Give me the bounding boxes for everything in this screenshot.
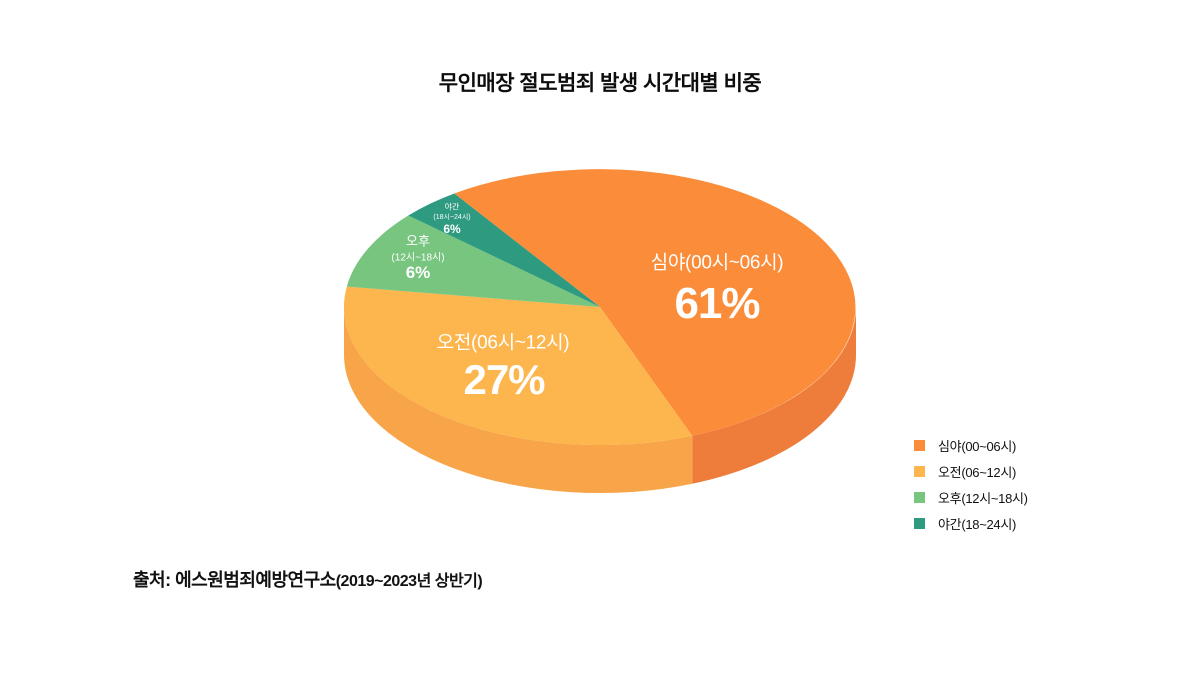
legend-label: 심야(00~06시) xyxy=(938,438,1017,454)
source-main: 출처: 에스원범죄예방연구소 xyxy=(133,570,336,590)
slice-label-morning-name: 오전(06시~12시) xyxy=(436,332,570,354)
slice-label-morning-value: 27% xyxy=(463,356,545,403)
legend-item-late-night: 심야(00~06시) xyxy=(914,432,1028,458)
slice-label-night-value: 6% xyxy=(443,222,461,236)
legend-swatch xyxy=(914,491,925,503)
source-period: (2019~2023년 상반기) xyxy=(335,573,483,590)
slice-label-afternoon-name: 오후 xyxy=(406,233,430,249)
slice-label-afternoon-value: 6% xyxy=(405,263,431,282)
legend-label: 오후(12시~18시) xyxy=(938,490,1028,506)
slice-label-late-night-name: 심야(00시~06시) xyxy=(650,252,784,274)
legend-item-morning: 오전(06~12시) xyxy=(914,458,1028,484)
legend-item-night: 야간(18~24시) xyxy=(914,510,1028,536)
slice-label-night-range: (18시~24시) xyxy=(433,214,471,221)
slice-label-late-night-value: 61% xyxy=(674,279,760,328)
legend-swatch xyxy=(914,517,925,529)
legend-label: 야간(18~24시) xyxy=(938,516,1017,532)
slice-label-afternoon-range: (12시~18시) xyxy=(391,252,445,264)
legend-swatch xyxy=(914,465,925,477)
pie-side-late-night xyxy=(692,307,857,484)
legend-swatch xyxy=(914,439,925,451)
slice-label-night-name: 야간 xyxy=(444,202,460,212)
pie-side-morning xyxy=(343,307,693,494)
legend-item-afternoon: 오후(12시~18시) xyxy=(914,484,1028,510)
pie-slice-late-night xyxy=(454,169,856,436)
pie-slice-night xyxy=(408,193,600,307)
pie-slice-morning xyxy=(343,286,693,446)
chart-legend: 심야(00~06시) 오전(06~12시) 오후(12시~18시) 야간(18~… xyxy=(914,432,1028,536)
source-note: 출처: 에스원범죄예방연구소(2019~2023년 상반기) xyxy=(133,566,483,592)
legend-label: 오전(06~12시) xyxy=(938,464,1017,480)
pie-slice-afternoon xyxy=(346,215,600,307)
chart-title: 무인매장 절도범죄 발생 시간대별 비중 xyxy=(438,72,762,95)
